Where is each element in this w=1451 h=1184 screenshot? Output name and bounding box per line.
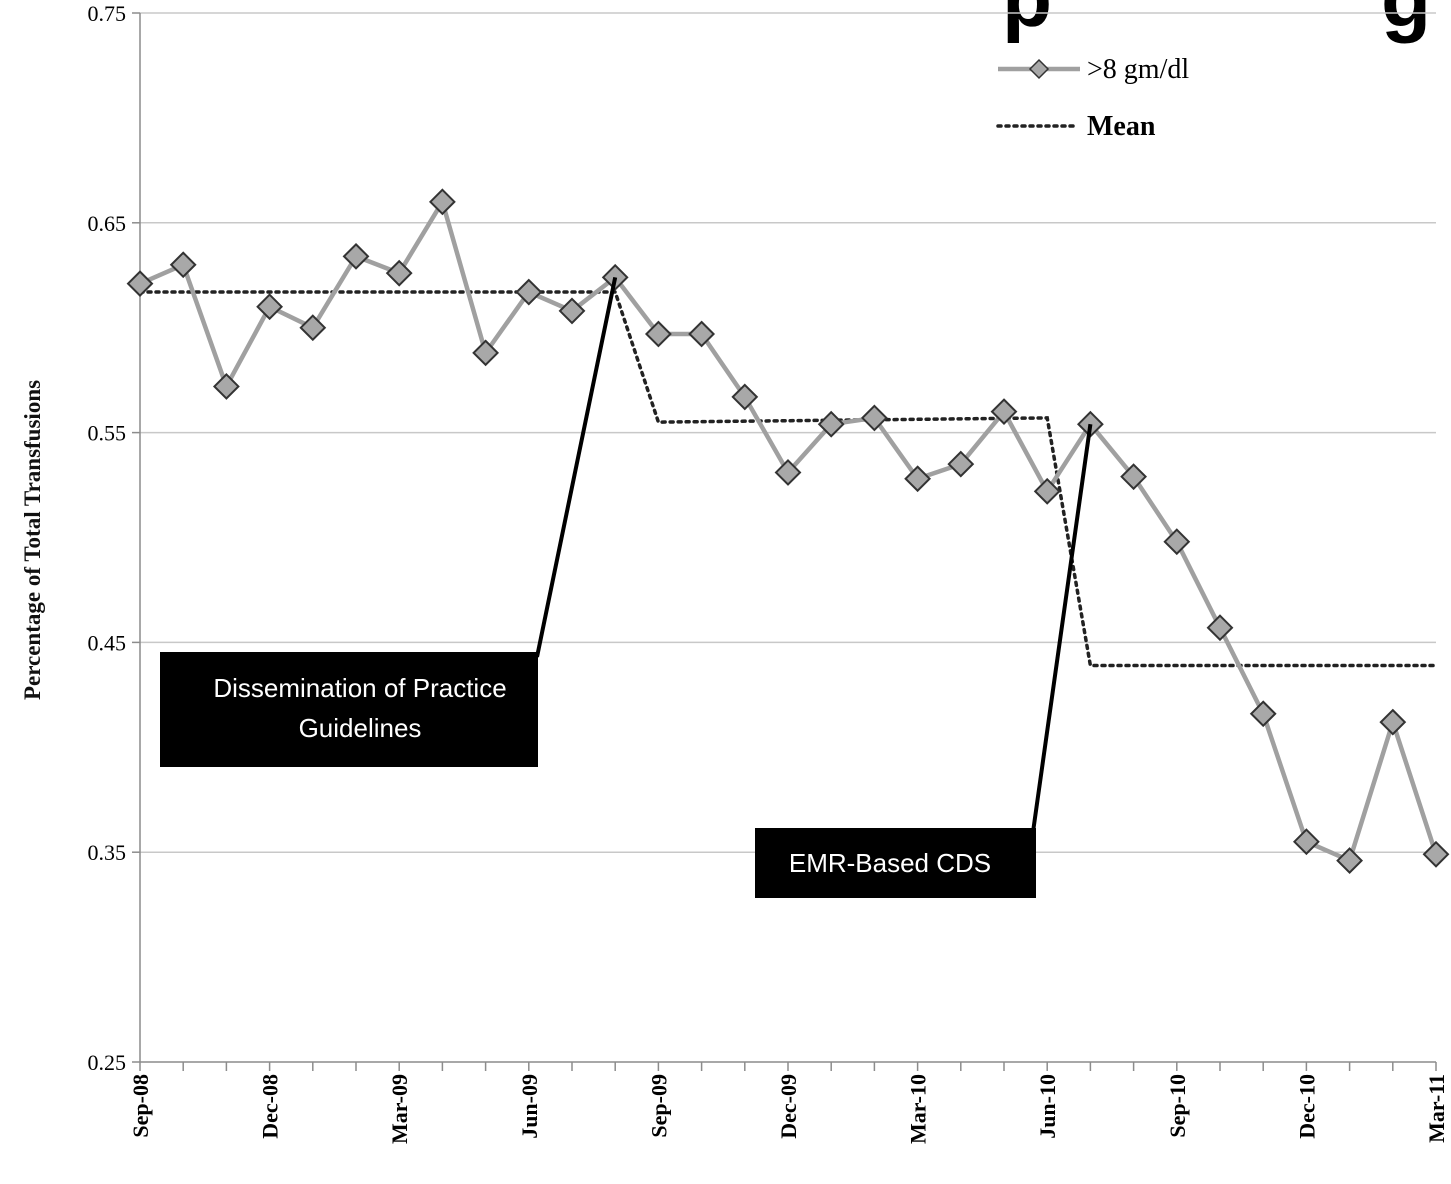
x-tick-label: Jun-09 [517,1074,542,1139]
data-point [1120,463,1148,491]
x-tick-label: Mar-09 [387,1074,412,1144]
data-point [1163,528,1191,556]
annotation-text: Dissemination of Practice [213,673,506,703]
data-point [256,293,284,321]
data-point [688,320,716,348]
data-point [947,450,975,478]
y-tick-label: 0.45 [88,630,127,655]
annotation-box [755,828,1036,898]
data-point [299,314,327,342]
data-point [774,459,802,486]
annotation-pointer [535,276,618,658]
x-tick-label: Dec-09 [776,1074,801,1139]
legend-label-mean: Mean [1087,111,1156,142]
y-tick-label: 0.65 [88,211,127,236]
title-layer: pg [1002,0,1431,44]
data-point [558,297,586,325]
data-point [860,404,888,432]
x-tick-label: Sep-09 [646,1074,671,1138]
data-point [817,410,845,438]
y-tick-label: 0.35 [88,840,127,865]
data-point [126,270,154,298]
data-point [212,373,240,400]
legend-label-main: >8 gm/dl [1087,54,1189,85]
title-fragment: p [1002,0,1052,44]
annotation-text: EMR-Based CDS [789,848,991,878]
data-point [472,339,500,367]
y-tick-label: 0.55 [88,421,127,446]
legend: >8 gm/dl Mean [996,54,1189,142]
legend-marker [1028,58,1050,80]
data-point [1379,708,1407,736]
data-point [1249,700,1277,728]
data-point [169,251,197,279]
data-point [1422,840,1450,868]
data-point [515,278,543,306]
x-tick-label: Sep-10 [1165,1074,1190,1138]
data-point [731,383,759,411]
y-tick-label: 0.25 [88,1050,127,1075]
data-point [904,465,932,493]
annotation-pointer [1031,423,1093,833]
data-point [1336,847,1364,875]
axes: 0.25 0.35 0.45 0.55 0.65 0.75 Sep-08 Dec-08 Mar-… [20,1,1449,1144]
data-point [990,398,1018,426]
x-tick-label: Dec-10 [1294,1074,1319,1139]
title-fragment-right: g [1381,0,1431,44]
x-tick-label: Dec-08 [258,1074,283,1139]
y-axis-title: Percentage of Total Transfusions [20,380,45,700]
x-tick-label: Jun-10 [1035,1074,1060,1139]
data-point [428,188,456,216]
data-point [1292,828,1320,856]
gridlines [140,12,1436,853]
annotation-text: Guidelines [299,713,422,743]
x-tick-label: Mar-11 [1424,1074,1449,1143]
annotations: Dissemination of Practice Guidelines EMR-B… [160,276,1093,898]
x-tick-label: Mar-10 [906,1074,931,1144]
data-point [644,320,672,348]
data-point [1206,614,1234,642]
annotation-box [160,652,538,767]
x-tick-label: Sep-08 [128,1074,153,1138]
data-point [1033,477,1061,505]
data-point [385,259,413,287]
y-tick-label: 0.75 [88,1,127,26]
data-point [342,242,370,270]
